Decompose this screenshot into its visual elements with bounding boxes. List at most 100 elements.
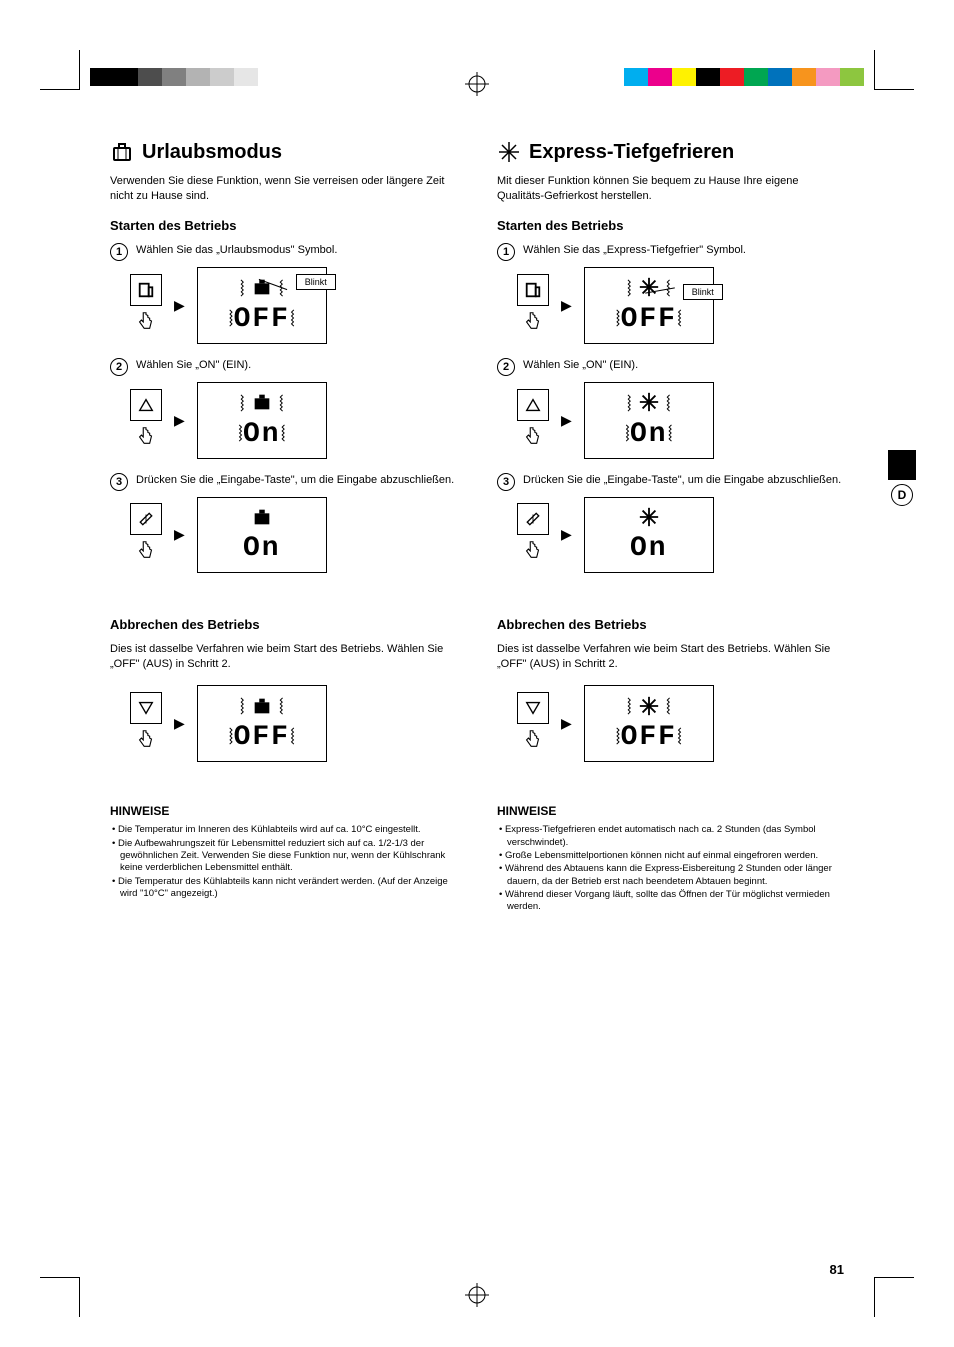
display-panel: ⧘ ⧙ ⧘On⧙ bbox=[197, 382, 327, 459]
notes-heading: HINWEISE bbox=[110, 804, 457, 818]
blinkt-label: Blinkt bbox=[296, 274, 336, 290]
step-text: Wählen Sie das „Express-Tiefgefrier" Sym… bbox=[523, 243, 746, 258]
diagram-step1: ▶ ⧘ ⧙ ⧘OFF⧙ Blinkt bbox=[130, 267, 457, 344]
seg-on: On bbox=[243, 419, 281, 450]
snowflake-icon bbox=[497, 140, 521, 164]
section-title-freeze: Express-Tiefgefrieren bbox=[497, 140, 844, 164]
seg-off: OFF bbox=[234, 304, 290, 335]
step-2: 2 Wählen Sie „ON" (EIN). ▶ ⧘ bbox=[497, 358, 844, 459]
left-column: Urlaubsmodus Verwenden Sie diese Funktio… bbox=[110, 140, 457, 915]
start-heading: Starten des Betriebs bbox=[110, 218, 457, 233]
tap-icon bbox=[135, 539, 157, 566]
diagram-step2: ▶ ⧘ ⧙ ⧘On⧙ bbox=[130, 382, 457, 459]
arrow-icon: ▶ bbox=[561, 526, 572, 543]
display-panel: ⧘ ⧙ ⧘OFF⧙ bbox=[197, 685, 327, 762]
diagram-step3: ▶ On bbox=[517, 497, 844, 573]
tap-icon bbox=[135, 310, 157, 337]
language-tab: D bbox=[888, 450, 916, 506]
tap-icon bbox=[522, 539, 544, 566]
display-panel: ⧘ ⧙ ⧘OFF⧙ bbox=[584, 685, 714, 762]
snowflake-icon bbox=[638, 695, 660, 722]
seg-off: OFF bbox=[621, 722, 677, 753]
cancel-heading: Abbrechen des Betriebs bbox=[497, 617, 844, 632]
note-item: Während des Abtauens kann die Express-Ei… bbox=[507, 863, 844, 888]
seg-off: OFF bbox=[234, 722, 290, 753]
note-item: Die Temperatur im Inneren des Kühlabteil… bbox=[120, 824, 457, 836]
step-text: Drücken Sie die „Eingabe-Taste", um die … bbox=[136, 473, 454, 488]
tap-icon bbox=[522, 310, 544, 337]
step-text: Wählen Sie „ON" (EIN). bbox=[136, 358, 251, 373]
snowflake-icon bbox=[638, 391, 660, 418]
up-button-icon bbox=[130, 389, 162, 421]
note-item: Große Lebensmittelportionen können nicht… bbox=[507, 850, 844, 862]
suitcase-icon bbox=[110, 140, 134, 164]
step-2: 2 Wählen Sie „ON" (EIN). ▶ ⧘ bbox=[110, 358, 457, 459]
display-panel: ⧘ ⧙ ⧘OFF⧙ Blinkt bbox=[197, 267, 327, 344]
start-heading: Starten des Betriebs bbox=[497, 218, 844, 233]
step-number-2: 2 bbox=[497, 358, 515, 376]
language-indicator: D bbox=[891, 484, 913, 506]
title-text: Express-Tiefgefrieren bbox=[529, 141, 734, 164]
cancel-text: Dies ist dasselbe Verfahren wie beim Sta… bbox=[497, 642, 844, 672]
cancel-heading: Abbrechen des Betriebs bbox=[110, 617, 457, 632]
arrow-icon: ▶ bbox=[174, 412, 185, 429]
crop-marks-bottom bbox=[0, 1257, 954, 1317]
intro-text: Mit dieser Funktion können Sie bequem zu… bbox=[497, 174, 844, 204]
display-panel: On bbox=[197, 497, 327, 573]
arrow-icon: ▶ bbox=[561, 297, 572, 314]
diagram-cancel: ▶ ⧘ ⧙ ⧘OFF⧙ bbox=[130, 685, 457, 762]
registration-mark-icon bbox=[465, 1283, 489, 1307]
step-1: 1 Wählen Sie das „Urlaubsmodus" Symbol. … bbox=[110, 243, 457, 344]
note-item: Express-Tiefgefrieren endet automatisch … bbox=[507, 824, 844, 849]
step-text: Drücken Sie die „Eingabe-Taste", um die … bbox=[523, 473, 841, 488]
notes-heading: HINWEISE bbox=[497, 804, 844, 818]
note-item: Die Aufbewahrungszeit für Lebensmittel r… bbox=[120, 838, 457, 875]
arrow-icon: ▶ bbox=[561, 715, 572, 732]
display-panel: ⧘ ⧙ ⧘OFF⧙ Blinkt bbox=[584, 267, 714, 344]
cancel-text: Dies ist dasselbe Verfahren wie beim Sta… bbox=[110, 642, 457, 672]
note-item: Die Temperatur des Kühlabteils kann nich… bbox=[120, 876, 457, 901]
enter-button-icon bbox=[130, 503, 162, 535]
diagram-step2: ▶ ⧘ ⧙ ⧘On⧙ bbox=[517, 382, 844, 459]
diagram-step1: ▶ ⧘ ⧙ ⧘OFF⧙ Blinkt bbox=[517, 267, 844, 344]
note-item: Während dieser Vorgang läuft, sollte das… bbox=[507, 889, 844, 914]
diagram-step3: ▶ On bbox=[130, 497, 457, 573]
arrow-icon: ▶ bbox=[561, 412, 572, 429]
step-text: Wählen Sie das „Urlaubsmodus" Symbol. bbox=[136, 243, 337, 258]
step-1: 1 Wählen Sie das „Express-Tiefgefrier" S… bbox=[497, 243, 844, 344]
down-button-icon bbox=[517, 692, 549, 724]
down-button-icon bbox=[130, 692, 162, 724]
step-number-1: 1 bbox=[110, 243, 128, 261]
step-text: Wählen Sie „ON" (EIN). bbox=[523, 358, 638, 373]
enter-button-icon bbox=[517, 503, 549, 535]
diagram-cancel: ▶ ⧘ ⧙ ⧘OFF⧙ bbox=[517, 685, 844, 762]
right-column: Express-Tiefgefrieren Mit dieser Funktio… bbox=[497, 140, 844, 915]
tap-icon bbox=[522, 425, 544, 452]
suitcase-icon bbox=[251, 695, 273, 722]
tap-icon bbox=[522, 728, 544, 755]
arrow-icon: ▶ bbox=[174, 526, 185, 543]
seg-off: OFF bbox=[621, 304, 677, 335]
suitcase-icon bbox=[251, 506, 273, 533]
display-panel: ⧘ ⧙ ⧘On⧙ bbox=[584, 382, 714, 459]
display-panel: On bbox=[584, 497, 714, 573]
step-number-3: 3 bbox=[497, 473, 515, 491]
snowflake-icon bbox=[638, 506, 660, 533]
step-number-1: 1 bbox=[497, 243, 515, 261]
suitcase-icon bbox=[251, 391, 273, 418]
tap-icon bbox=[135, 425, 157, 452]
step-number-2: 2 bbox=[110, 358, 128, 376]
title-text: Urlaubsmodus bbox=[142, 141, 282, 164]
tap-icon bbox=[135, 728, 157, 755]
select-button-icon bbox=[130, 274, 162, 306]
step-3: 3 Drücken Sie die „Eingabe-Taste", um di… bbox=[497, 473, 844, 573]
seg-on: On bbox=[630, 419, 668, 450]
arrow-icon: ▶ bbox=[174, 297, 185, 314]
notes-list: Express-Tiefgefrieren endet automatisch … bbox=[497, 824, 844, 913]
up-button-icon bbox=[517, 389, 549, 421]
notes-list: Die Temperatur im Inneren des Kühlabteil… bbox=[110, 824, 457, 900]
blinkt-label: Blinkt bbox=[683, 284, 723, 300]
arrow-icon: ▶ bbox=[174, 715, 185, 732]
intro-text: Verwenden Sie diese Funktion, wenn Sie v… bbox=[110, 174, 457, 204]
step-3: 3 Drücken Sie die „Eingabe-Taste", um di… bbox=[110, 473, 457, 573]
